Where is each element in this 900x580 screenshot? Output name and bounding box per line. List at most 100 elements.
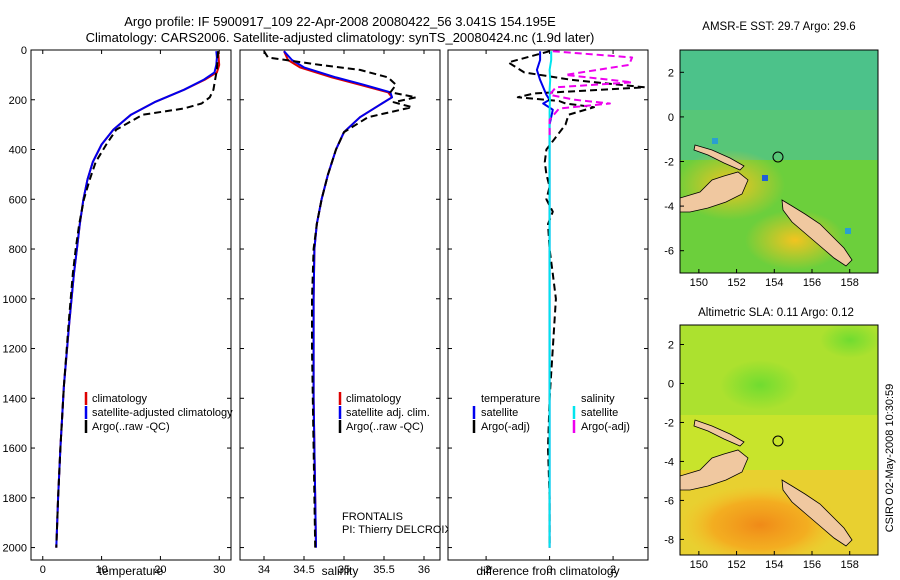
sst-map-title: AMSR-E SST: 29.7 Argo: 29.6 [702,21,855,33]
sla-map-green-patch [720,360,800,410]
sla-map-argo-marker [772,435,784,447]
x-tick-label: 20 [154,564,166,576]
y-tick-label: 1400 [3,393,27,405]
x-tick-label: 34 [258,564,270,576]
salinity-xlabel: salinity [322,564,359,578]
map-x-tick-label: 152 [727,277,745,289]
sla-map-high-patch [680,485,840,555]
y-tick-label: 1800 [3,493,27,505]
y-tick-label: 200 [9,95,27,107]
series-line-temperature-argo-adj- [507,50,646,548]
x-tick-label: 10 [95,564,107,576]
series-line-argo-raw-qc- [55,51,220,548]
sst-map-ticks: 150 152 154 156 158 2 0 -2 -4 -6 [664,67,859,289]
figure-title-line2: Climatology: CARS2006. Satellite-adjuste… [86,30,595,45]
legend-label-climatology: climatology [92,393,148,405]
map-x-tick-label: 154 [765,559,783,571]
x-tick-label: 0 [40,564,46,576]
salinity-ticks: 34 34.5 35 35.5 36 [240,49,440,576]
temperature-axes-frame [30,49,232,561]
map-y-tick-label: 0 [668,112,674,124]
sla-map-frame [679,324,879,556]
temperature-legend: climatology satellite-adjusted climatolo… [84,392,233,433]
y-tick-label: 800 [9,244,27,256]
map-y-tick-label: -4 [664,201,674,213]
difference-ticks: -2 0 2 [448,49,648,576]
sst-map-land-new-ireland [693,144,745,171]
difference-xlabel: difference from climatology [476,564,619,578]
map-y-tick-label: -6 [664,246,674,258]
temperature-panel: 0 10 20 30 0 200 400 600 800 1000 1200 1400 1600 1800… [3,45,234,578]
x-tick-label: 2 [610,564,616,576]
legend-label-argo: Argo(..raw -QC) [346,421,424,433]
y-tick-label: 1200 [3,344,27,356]
legend-label-temp-satellite: satellite [481,407,518,419]
series-line-salinity-satellite [548,51,553,548]
map-y-tick-label: 0 [668,378,674,390]
legend-label-climatology: climatology [346,393,402,405]
sst-map-argo-marker [772,151,784,163]
map-y-tick-label: -6 [664,495,674,507]
legend-label-satellite: satellite adj. clim. [346,407,430,419]
map-x-tick-label: 158 [841,277,859,289]
sst-map-cold-pixel [845,228,851,234]
y-tick-label: 1000 [3,294,27,306]
map-y-tick-label: -2 [664,157,674,169]
temperature-ticks: 0 10 20 30 0 200 400 600 800 1000 1200 1400 1600 1800… [3,45,231,576]
series-line-satellite-adjusted-climatology [55,51,218,548]
map-y-tick-label: 2 [668,339,674,351]
difference-panel: -2 0 2 difference from climatology tempera… [447,49,649,578]
x-tick-label: -2 [481,564,491,576]
sla-map-panel: Altimetric SLA: 0.11 Argo: 0.12 150 152 15… [664,307,879,571]
map-y-tick-label: 2 [668,67,674,79]
y-tick-label: 600 [9,194,27,206]
x-tick-label: 0 [547,564,553,576]
creation-stamp: CSIRO 02-May-2008 10:30:59 [884,384,896,533]
map-x-tick-label: 156 [803,277,821,289]
sst-map-land-new-guinea [680,171,749,213]
x-tick-label: 34.5 [293,564,314,576]
x-tick-label: 36 [418,564,430,576]
x-tick-label: 30 [213,564,225,576]
legend-label-sal-satellite: satellite [581,407,618,419]
legend-label-satellite: satellite-adjusted climatology [92,407,233,419]
sst-map-land-new-britain [781,199,853,267]
map-x-tick-label: 150 [690,277,708,289]
legend-label-sal-argo: Argo(-adj) [581,421,630,433]
sla-map-land-new-guinea [680,449,749,491]
difference-series [507,50,646,548]
y-tick-label: 2000 [3,543,27,555]
x-tick-label: 35 [338,564,350,576]
temperature-series [55,51,221,548]
sst-map-field [680,50,878,273]
map-y-tick-label: -2 [664,417,674,429]
sla-map-field [680,325,878,555]
salinity-axes-frame [239,49,441,561]
sla-map-ticks: 150 152 154 156 158 2 0 -2 -4 -6 -8 [664,339,859,571]
salinity-legend: climatology satellite adj. clim. Argo(..… [338,392,430,433]
map-x-tick-label: 158 [841,559,859,571]
sla-map-land-new-britain [781,479,853,547]
sla-map-green-patch [820,325,878,358]
difference-axes-frame [447,49,649,561]
legend-title-salinity: salinity [581,393,615,405]
y-tick-label: 1600 [3,443,27,455]
y-tick-label: 400 [9,145,27,157]
map-y-tick-label: -8 [664,534,674,546]
legend-label-temp-argo: Argo(-adj) [481,421,530,433]
series-line-salinity-argo-adj- [548,50,634,138]
legend-title-temperature: temperature [481,393,540,405]
salinity-panel: 34 34.5 35 35.5 36 salinity climatology sate… [239,49,452,578]
map-y-tick-label: -4 [664,456,674,468]
sla-map-title: Altimetric SLA: 0.11 Argo: 0.12 [698,307,854,319]
sst-map-cold-pixel [712,138,718,144]
sla-map-land-new-ireland [693,419,745,447]
map-x-tick-label: 150 [690,559,708,571]
temperature-xlabel: temperature [99,564,164,578]
y-tick-label: 0 [21,45,27,57]
float-program-label: FRONTALIS [342,511,403,523]
sst-map-panel: AMSR-E SST: 29.7 Argo: 29.6 150 152 154 156… [664,21,879,289]
map-x-tick-label: 152 [727,559,745,571]
float-pi-label: PI: Thierry DELCROIX [342,524,452,536]
